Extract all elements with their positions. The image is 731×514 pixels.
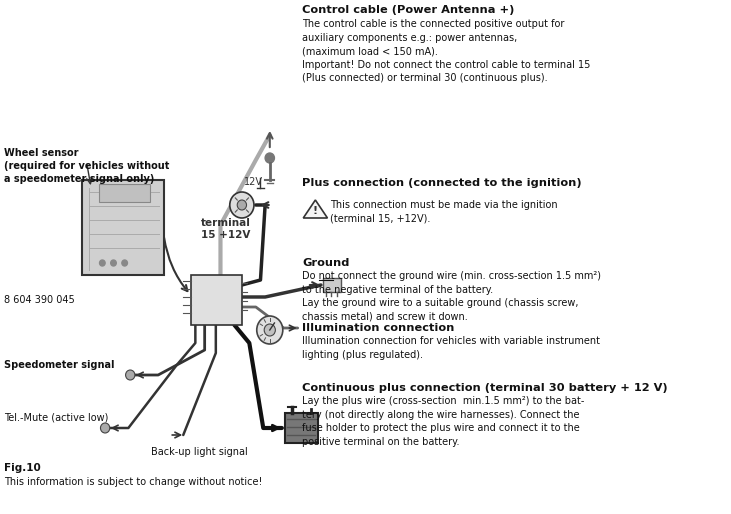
Text: This information is subject to change without notice!: This information is subject to change wi… (4, 477, 262, 487)
FancyBboxPatch shape (191, 275, 242, 325)
Text: Speedometer signal: Speedometer signal (4, 360, 114, 370)
FancyBboxPatch shape (99, 184, 150, 202)
Text: Illumination connection: Illumination connection (303, 323, 455, 333)
Text: 8 604 390 045: 8 604 390 045 (4, 295, 75, 305)
Text: Plus connection (connected to the ignition): Plus connection (connected to the igniti… (303, 178, 582, 188)
Text: This connection must be made via the ignition
(terminal 15, +12V).: This connection must be made via the ign… (330, 200, 558, 224)
Text: 12V: 12V (243, 177, 262, 187)
Text: Back-up light signal: Back-up light signal (151, 447, 248, 457)
Text: Lay the plus wire (cross-section  min.1.5 mm²) to the bat-
tery (not directly al: Lay the plus wire (cross-section min.1.5… (303, 396, 585, 447)
Circle shape (238, 200, 246, 210)
Circle shape (265, 153, 274, 163)
Circle shape (110, 260, 116, 266)
FancyBboxPatch shape (82, 180, 164, 275)
Circle shape (230, 192, 254, 218)
Text: The control cable is the connected positive output for
auxiliary components e.g.: The control cable is the connected posit… (303, 19, 591, 83)
Circle shape (100, 423, 110, 433)
Text: Wheel sensor
(required for vehicles without
a speedometer signal only): Wheel sensor (required for vehicles with… (4, 148, 169, 183)
Circle shape (257, 316, 283, 344)
Circle shape (264, 324, 276, 336)
Text: Illumination connection for vehicles with variable instrument
lighting (plus reg: Illumination connection for vehicles wit… (303, 336, 600, 360)
FancyBboxPatch shape (284, 413, 318, 443)
Circle shape (99, 260, 105, 266)
Text: terminal
15 +12V: terminal 15 +12V (201, 218, 251, 240)
Circle shape (122, 260, 127, 266)
Text: Continuous plus connection (terminal 30 battery + 12 V): Continuous plus connection (terminal 30 … (303, 383, 668, 393)
Text: !: ! (313, 206, 318, 216)
Text: Tel.-Mute (active low): Tel.-Mute (active low) (4, 412, 108, 422)
Text: Control cable (Power Antenna +): Control cable (Power Antenna +) (303, 5, 515, 15)
Circle shape (126, 370, 135, 380)
Text: Ground: Ground (303, 258, 349, 268)
Polygon shape (303, 200, 327, 218)
Text: Fig.10: Fig.10 (4, 463, 40, 473)
FancyBboxPatch shape (323, 278, 341, 292)
Text: Do not connect the ground wire (min. cross-section 1.5 mm²)
to the negative term: Do not connect the ground wire (min. cro… (303, 271, 602, 322)
